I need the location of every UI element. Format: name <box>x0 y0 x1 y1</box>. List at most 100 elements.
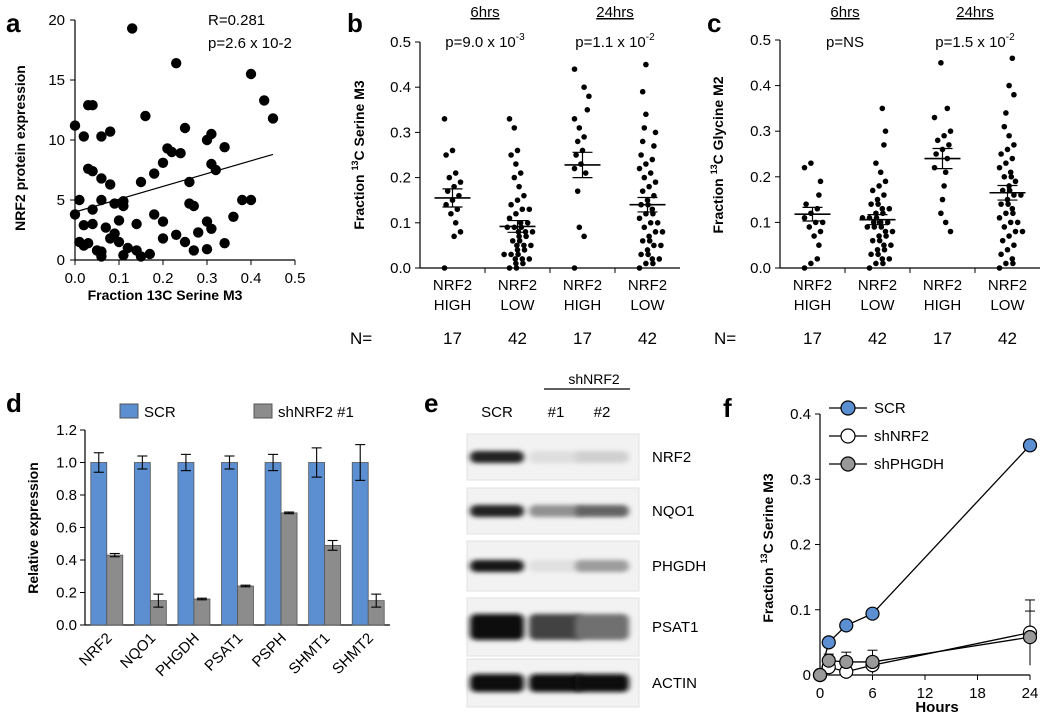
chart-b-category-label: NRF2 <box>628 277 667 294</box>
chart-f-x-tick-label: 6 <box>868 685 876 702</box>
chart-b-n-prefix: N= <box>350 329 372 348</box>
chart-a-point <box>259 95 270 106</box>
chart-c-category-label: HIGH <box>794 297 832 314</box>
chart-c-point <box>886 205 893 212</box>
chart-b-point <box>643 111 649 118</box>
chart-d-y-tick-label: 0.6 <box>56 520 77 537</box>
chart-a-point <box>149 168 160 179</box>
chart-c-point <box>888 242 894 248</box>
chart-b-point <box>443 152 449 158</box>
chart-c-point <box>879 256 886 262</box>
chart-b-point <box>641 125 648 131</box>
chart-c-point <box>1007 169 1014 176</box>
chart-a-y-tick-label: 20 <box>48 12 65 29</box>
chart-c-point <box>816 192 822 198</box>
chart-a-point <box>144 248 155 260</box>
chart-f-point <box>865 654 880 670</box>
chart-a-point <box>179 122 191 134</box>
chart-f-line: Fraction 13C Serine M3 Hours 0 0.1 0.2 0.3 0… <box>759 400 1038 716</box>
chart-f-point <box>1022 438 1038 453</box>
chart-a-point <box>267 113 279 124</box>
chart-b-category-label: NRF2 <box>433 277 472 294</box>
chart-b-point <box>512 256 519 262</box>
chart-c-point <box>816 242 822 248</box>
chart-b-point <box>509 238 516 244</box>
chart-b-point <box>501 251 507 258</box>
chart-f-y-tick-label: 0.1 <box>790 602 811 619</box>
chart-d-category-label: PHGDH <box>152 630 202 680</box>
chart-a-point <box>219 142 230 153</box>
chart-b-point <box>581 134 587 140</box>
chart-f-y-tick-label: 0 <box>803 667 811 684</box>
chart-c-n-value: 42 <box>868 329 887 348</box>
chart-a-point <box>87 166 98 177</box>
chart-c-point <box>1012 178 1019 185</box>
chart-b-point <box>641 224 648 231</box>
chart-b-y-tick-label: 0.1 <box>390 215 411 232</box>
chart-d-legend-swatch-shnrf2 <box>253 403 273 419</box>
chart-b-point <box>454 206 461 213</box>
chart-c-point <box>803 201 809 207</box>
chart-b-category-label: NRF2 <box>498 277 537 294</box>
chart-c-n-value: 42 <box>998 329 1017 348</box>
chart-b-point <box>451 183 457 190</box>
panel-label-a: a <box>6 8 21 38</box>
chart-c-point <box>869 187 876 194</box>
chart-c-point <box>1004 146 1011 153</box>
chart-d-y-tick-label: 0.2 <box>56 585 77 602</box>
chart-c-category-label: NRF2 <box>923 277 962 294</box>
chart-c-point <box>946 142 952 148</box>
chart-c-point <box>882 178 889 185</box>
chart-f-ylabel: Fraction 13C Serine M3 <box>759 473 776 622</box>
chart-b-point <box>652 129 659 136</box>
chart-d-category-label: PSPH <box>249 630 290 671</box>
panel-label-d: d <box>6 388 22 418</box>
blot-band <box>575 674 629 692</box>
chart-d-bar <box>193 598 211 626</box>
chart-d-y-tick-label: 0.0 <box>56 617 77 634</box>
chart-b-point <box>582 170 589 176</box>
chart-a-point <box>83 238 94 249</box>
chart-b-point <box>517 220 524 226</box>
chart-c-point <box>886 256 893 262</box>
chart-b-point <box>514 147 521 154</box>
chart-c-point <box>877 169 884 176</box>
chart-f-y-tick-label: 0.4 <box>790 406 811 423</box>
chart-a-point <box>179 236 191 248</box>
chart-a-y-tick-label: 15 <box>48 72 65 89</box>
chart-a-y-tick-label: 5 <box>57 192 65 209</box>
chart-a-point <box>157 216 169 227</box>
chart-b-point <box>441 265 448 271</box>
chart-b-point <box>644 247 651 253</box>
chart-c-point <box>881 192 887 198</box>
chart-b-point <box>528 242 534 249</box>
chart-b-point <box>516 238 523 244</box>
blot-band <box>529 505 583 517</box>
chart-a-point <box>184 198 195 209</box>
chart-c-point <box>868 201 874 207</box>
chart-d-bar <box>351 462 369 626</box>
chart-c-point <box>1001 123 1008 130</box>
chart-c-point <box>811 233 817 239</box>
blot-band <box>529 674 583 692</box>
chart-c-point <box>817 178 824 185</box>
chart-a-point <box>135 176 147 188</box>
chart-c-point <box>878 224 885 230</box>
blot-band <box>529 560 583 572</box>
blot-band <box>470 674 524 692</box>
chart-f-series-line <box>819 444 1031 676</box>
chart-c-point <box>873 260 879 267</box>
blot-band <box>529 614 583 640</box>
chart-b-p-value: p=9.0 x 10-3 <box>445 32 525 51</box>
chart-b-point <box>516 183 522 190</box>
chart-a-point <box>166 146 177 158</box>
chart-b-point <box>639 238 646 244</box>
chart-f-point <box>839 618 854 633</box>
chart-c-category-label: NRF2 <box>988 277 1027 294</box>
chart-a-point <box>105 126 116 137</box>
chart-b-group-label: 24hrs <box>596 4 634 21</box>
chart-c-point <box>808 260 814 267</box>
chart-b-category-label: HIGH <box>434 297 472 314</box>
chart-a-point <box>87 218 98 230</box>
chart-b-point <box>574 138 581 145</box>
